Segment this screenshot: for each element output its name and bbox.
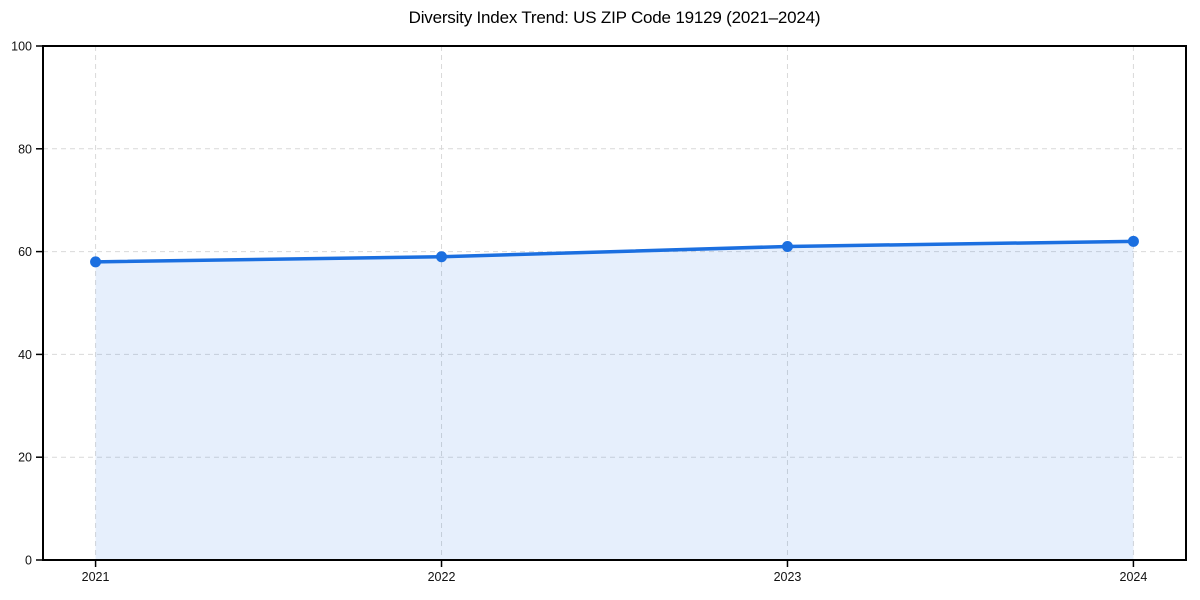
x-tick-label: 2021	[82, 570, 110, 584]
x-tick-label: 2023	[774, 570, 802, 584]
x-tick-label: 2024	[1120, 570, 1148, 584]
y-tick-label: 0	[25, 554, 32, 568]
x-tick-label: 2022	[428, 570, 456, 584]
data-point-2024	[1127, 235, 1139, 247]
data-point-2021	[90, 256, 102, 268]
y-tick-label: 40	[18, 348, 32, 362]
y-tick-label: 20	[18, 451, 32, 465]
data-point-2022	[436, 251, 448, 263]
y-tick-label: 100	[11, 40, 32, 54]
trend-line	[93, 239, 1136, 264]
axis-spines	[42, 45, 1187, 561]
y-tick-label: 80	[18, 142, 32, 156]
data-point-2023	[781, 240, 793, 252]
area-fill	[95, 241, 1134, 560]
chart-title: Diversity Index Trend: US ZIP Code 19129…	[408, 8, 821, 27]
y-tick-label: 60	[18, 245, 32, 259]
